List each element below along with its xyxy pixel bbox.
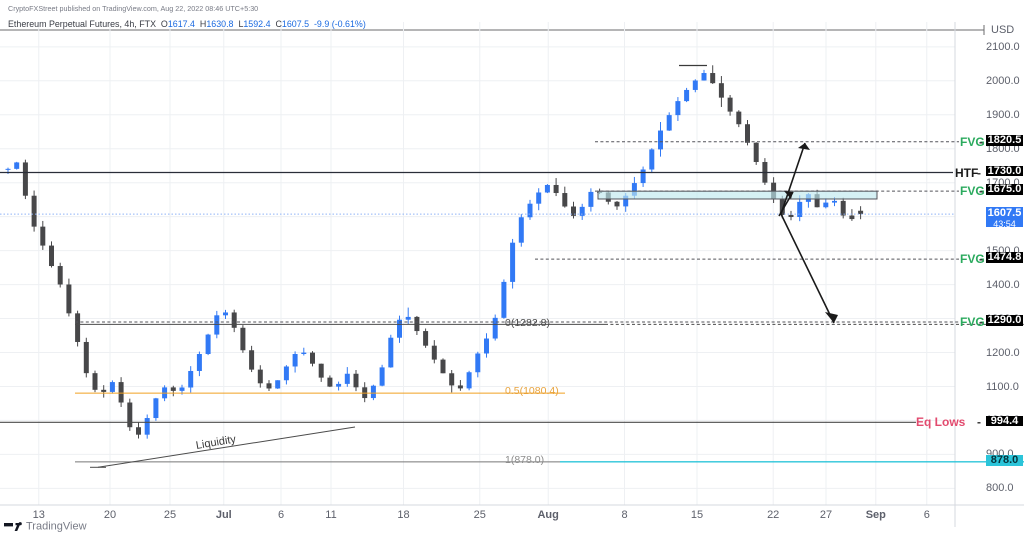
svg-text:TradingView: TradingView: [26, 521, 87, 533]
